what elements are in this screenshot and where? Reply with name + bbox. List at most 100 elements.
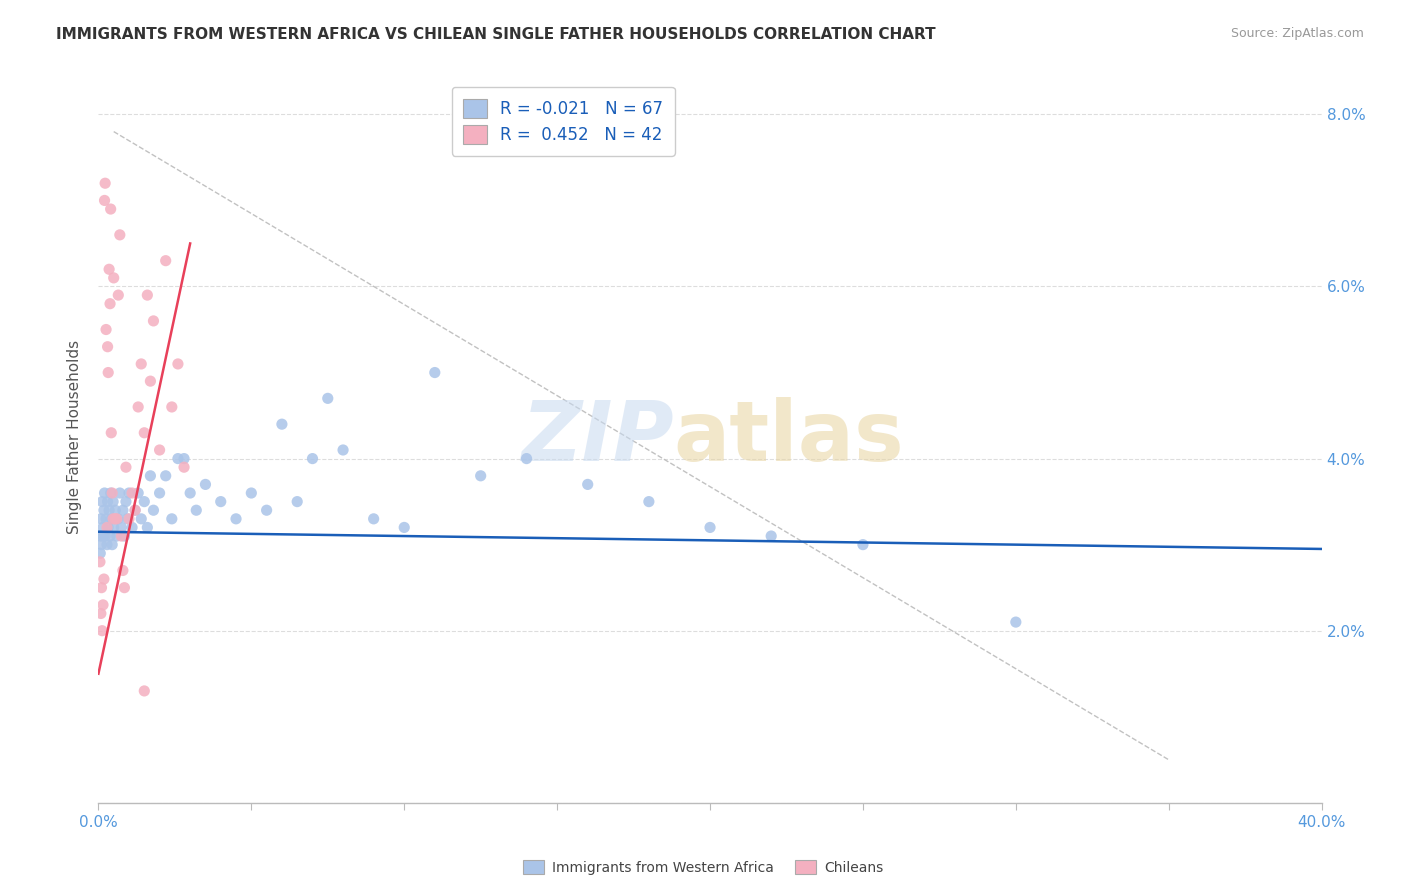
Point	[112, 529, 135, 543]
Point	[110, 520, 132, 534]
Point	[100, 486, 122, 500]
Point	[124, 503, 146, 517]
Point	[124, 503, 146, 517]
Point	[638, 494, 661, 508]
Point	[101, 538, 124, 552]
Point	[332, 442, 354, 457]
Point	[167, 357, 190, 371]
Point	[173, 460, 195, 475]
Point	[179, 486, 201, 500]
Point	[316, 392, 339, 406]
Point	[129, 357, 152, 371]
Point	[155, 253, 177, 268]
Point	[112, 581, 135, 595]
Point	[101, 512, 124, 526]
Point	[96, 520, 118, 534]
Point	[111, 503, 134, 517]
Point	[91, 598, 114, 612]
Point	[105, 529, 128, 543]
Point	[470, 468, 492, 483]
Point	[392, 520, 416, 534]
Point	[149, 442, 172, 457]
Point	[91, 624, 114, 638]
Point	[89, 546, 111, 560]
Text: ZIP: ZIP	[520, 397, 673, 477]
Point	[93, 503, 115, 517]
Point	[186, 503, 208, 517]
Point	[108, 486, 131, 500]
Point	[107, 512, 129, 526]
Point	[94, 176, 117, 190]
Point	[167, 451, 190, 466]
Point	[107, 288, 129, 302]
Point	[127, 486, 149, 500]
Point	[97, 494, 120, 508]
Point	[90, 512, 112, 526]
Point	[194, 477, 217, 491]
Point	[94, 322, 117, 336]
Text: Source: ZipAtlas.com: Source: ZipAtlas.com	[1230, 27, 1364, 40]
Point	[118, 512, 141, 526]
Point	[115, 460, 138, 475]
Point	[89, 555, 111, 569]
Point	[100, 512, 122, 526]
Point	[363, 512, 385, 526]
Point	[240, 486, 263, 500]
Point	[90, 581, 112, 595]
Point	[155, 468, 177, 483]
Point	[423, 366, 446, 380]
Point	[101, 486, 124, 500]
Point	[173, 451, 195, 466]
Point	[225, 512, 247, 526]
Point	[91, 529, 114, 543]
Text: atlas: atlas	[673, 397, 904, 477]
Point	[98, 296, 121, 310]
Point	[94, 512, 117, 526]
Point	[134, 425, 156, 440]
Point	[149, 486, 172, 500]
Text: IMMIGRANTS FROM WESTERN AFRICA VS CHILEAN SINGLE FATHER HOUSEHOLDS CORRELATION C: IMMIGRANTS FROM WESTERN AFRICA VS CHILEA…	[56, 27, 936, 42]
Point	[98, 529, 121, 543]
Point	[115, 494, 138, 508]
Point	[285, 494, 308, 508]
Point	[93, 486, 115, 500]
Point	[104, 503, 127, 517]
Point	[142, 314, 165, 328]
Point	[142, 503, 165, 517]
Point	[91, 520, 114, 534]
Point	[256, 503, 278, 517]
Point	[134, 684, 156, 698]
Point	[139, 468, 162, 483]
Point	[516, 451, 538, 466]
Legend: R = -0.021   N = 67, R =  0.452   N = 42: R = -0.021 N = 67, R = 0.452 N = 42	[451, 87, 675, 155]
Point	[97, 366, 120, 380]
Point	[129, 512, 152, 526]
Point	[94, 529, 117, 543]
Point	[576, 477, 599, 491]
Point	[270, 417, 294, 432]
Point	[101, 494, 124, 508]
Point	[96, 538, 118, 552]
Point	[111, 564, 134, 578]
Point	[209, 494, 232, 508]
Point	[105, 512, 128, 526]
Point	[98, 503, 121, 517]
Point	[699, 520, 721, 534]
Point	[118, 486, 141, 500]
Point	[103, 271, 125, 285]
Point	[90, 538, 112, 552]
Point	[136, 520, 159, 534]
Point	[89, 529, 111, 543]
Point	[93, 572, 115, 586]
Point	[117, 512, 139, 526]
Point	[160, 512, 183, 526]
Point	[108, 227, 131, 242]
Point	[160, 400, 183, 414]
Point	[301, 451, 323, 466]
Point	[139, 374, 162, 388]
Point	[761, 529, 783, 543]
Point	[93, 194, 115, 208]
Point	[100, 202, 122, 216]
Point	[110, 529, 132, 543]
Point	[136, 288, 159, 302]
